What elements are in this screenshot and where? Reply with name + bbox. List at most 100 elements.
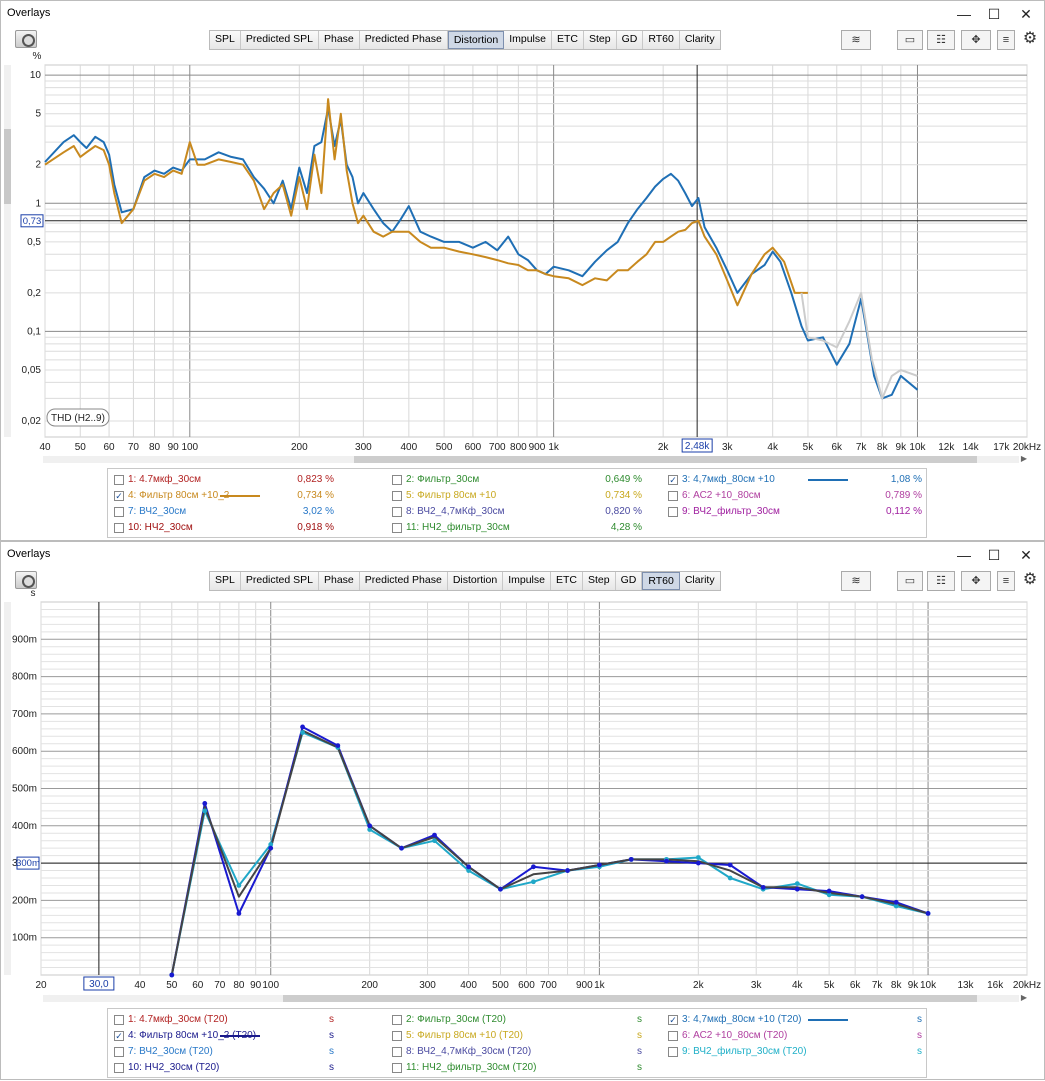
tab-impulse[interactable]: Impulse bbox=[503, 572, 551, 590]
series-line-4-80-10-2[interactable] bbox=[44, 98, 808, 307]
scroll-thumb[interactable] bbox=[354, 456, 977, 463]
data-point[interactable] bbox=[727, 875, 733, 881]
scroll-right-icon[interactable]: ▶ bbox=[1020, 454, 1027, 463]
tab-gd[interactable]: GD bbox=[615, 572, 643, 590]
tab-distortion[interactable]: Distortion bbox=[447, 31, 505, 49]
data-point[interactable] bbox=[432, 832, 437, 838]
legend-item[interactable]: 7: ВЧ2_30см 3,02 % bbox=[114, 504, 334, 520]
legend-item[interactable]: 2: Фильтр_30см (T20) s bbox=[392, 1012, 642, 1028]
data-point[interactable] bbox=[893, 899, 899, 905]
checkbox-icon[interactable] bbox=[392, 507, 402, 517]
legend-item[interactable]: ✓ 4: Фильтр 80см +10_2 (T20) s bbox=[114, 1028, 334, 1044]
tab-spl[interactable]: SPL bbox=[210, 572, 241, 590]
data-point[interactable] bbox=[367, 823, 373, 829]
maximize-icon[interactable]: ☐ bbox=[987, 547, 1001, 563]
data-point[interactable] bbox=[794, 886, 800, 892]
data-point[interactable] bbox=[826, 892, 832, 898]
data-point[interactable] bbox=[236, 883, 242, 888]
data-point[interactable] bbox=[367, 827, 373, 832]
single-panel-icon[interactable]: ▭ bbox=[897, 30, 923, 50]
data-point[interactable] bbox=[466, 868, 472, 873]
data-point[interactable] bbox=[531, 864, 536, 870]
tab-predicted-phase[interactable]: Predicted Phase bbox=[359, 572, 448, 590]
data-point[interactable] bbox=[695, 855, 701, 860]
data-point[interactable] bbox=[565, 868, 570, 873]
tab-distortion[interactable]: Distortion bbox=[447, 572, 504, 590]
legend-item[interactable]: ✓ 4: Фильтр 80см +10_2 0,734 % bbox=[114, 488, 334, 504]
vertical-scroll-thumb[interactable] bbox=[4, 129, 11, 204]
data-point[interactable] bbox=[893, 903, 899, 909]
overlay-options-icon[interactable]: ≋ bbox=[841, 30, 871, 50]
legend-item[interactable]: ✓ 3: 4,7мкф_80см +10 1,08 % bbox=[668, 472, 922, 488]
series-line-avg[interactable] bbox=[170, 729, 929, 976]
tab-rt60[interactable]: RT60 bbox=[642, 572, 680, 590]
checkbox-icon[interactable] bbox=[114, 1063, 124, 1073]
data-point[interactable] bbox=[268, 842, 274, 847]
legend-item[interactable]: 5: Фильтр 80см +10 0,734 % bbox=[392, 488, 642, 504]
tab-step[interactable]: Step bbox=[582, 572, 616, 590]
tab-rt60[interactable]: RT60 bbox=[643, 31, 680, 49]
data-point[interactable] bbox=[925, 911, 931, 916]
data-point[interactable] bbox=[531, 879, 536, 885]
close-icon[interactable]: ✕ bbox=[1020, 6, 1032, 22]
checkbox-icon[interactable] bbox=[668, 1047, 678, 1057]
minimize-icon[interactable]: — bbox=[957, 547, 971, 563]
legend-item[interactable]: ✓ 3: 4,7мкф_80см +10 (T20) s bbox=[668, 1012, 922, 1028]
data-point[interactable] bbox=[169, 972, 175, 978]
rt60-chart[interactable]: 100m 200m 300m 400m 500m 600m 700m 800m 900m 20 30… bbox=[1, 542, 1045, 1081]
data-point[interactable] bbox=[432, 838, 437, 844]
tab-predicted-spl[interactable]: Predicted SPL bbox=[240, 31, 319, 49]
tab-phase[interactable]: Phase bbox=[318, 31, 360, 49]
checkbox-icon[interactable] bbox=[114, 1047, 124, 1057]
data-point[interactable] bbox=[202, 801, 208, 806]
checkbox-icon[interactable] bbox=[668, 1031, 678, 1041]
legend-item[interactable]: 6: АС2 +10_80см 0,789 % bbox=[668, 488, 922, 504]
controls-icon[interactable]: ≡ bbox=[997, 30, 1015, 50]
data-point[interactable] bbox=[794, 881, 800, 887]
vertical-scroll-track[interactable] bbox=[4, 602, 11, 975]
data-point[interactable] bbox=[596, 862, 602, 868]
tab-gd[interactable]: GD bbox=[616, 31, 644, 49]
scroll-thumb[interactable] bbox=[283, 995, 977, 1002]
zoom-fit-icon[interactable]: ✥ bbox=[961, 571, 991, 591]
checkbox-icon[interactable] bbox=[392, 523, 402, 533]
horizontal-scrollbar[interactable]: ◀ ▶ bbox=[31, 454, 1031, 464]
controls-icon[interactable]: ≡ bbox=[997, 571, 1015, 591]
legend-item[interactable]: 9: ВЧ2_фильтр_30см 0,112 % bbox=[668, 504, 922, 520]
series-line-grey[interactable] bbox=[800, 291, 918, 400]
legend-item[interactable]: 11: НЧ2_фильтр_30см (T20) s bbox=[392, 1060, 642, 1076]
data-point[interactable] bbox=[628, 856, 634, 862]
data-point[interactable] bbox=[760, 884, 766, 890]
checkbox-checked-icon[interactable]: ✓ bbox=[114, 1031, 124, 1041]
checkbox-icon[interactable] bbox=[392, 1063, 402, 1073]
checkbox-icon[interactable] bbox=[114, 1015, 124, 1025]
columns-icon[interactable]: ☷ bbox=[927, 30, 955, 50]
legend-item[interactable]: 2: Фильтр_30см 0,649 % bbox=[392, 472, 642, 488]
checkbox-checked-icon[interactable]: ✓ bbox=[114, 491, 124, 501]
tab-clarity[interactable]: Clarity bbox=[679, 31, 720, 49]
checkbox-icon[interactable] bbox=[668, 507, 678, 517]
data-point[interactable] bbox=[236, 911, 242, 916]
overlay-options-icon[interactable]: ≋ bbox=[841, 571, 871, 591]
distortion-chart[interactable]: 10 5 2 1 0,5 0,2 0,1 0,05 0,02 40 50 60 70 80 90 100 200… bbox=[1, 1, 1045, 542]
checkbox-icon[interactable] bbox=[392, 1031, 402, 1041]
minimize-icon[interactable]: — bbox=[957, 6, 971, 22]
data-point[interactable] bbox=[498, 886, 503, 892]
legend-item[interactable]: 6: АС2 +10_80см (T20) s bbox=[668, 1028, 922, 1044]
data-point[interactable] bbox=[695, 860, 701, 866]
columns-icon[interactable]: ☷ bbox=[927, 571, 955, 591]
legend-item[interactable]: 7: ВЧ2_30см (T20) s bbox=[114, 1044, 334, 1060]
gear-icon[interactable]: ⚙ bbox=[1022, 571, 1038, 588]
checkbox-icon[interactable] bbox=[392, 475, 402, 485]
horizontal-scrollbar[interactable]: ◀ ▶ bbox=[31, 993, 1031, 1003]
scroll-right-icon[interactable]: ▶ bbox=[1020, 993, 1027, 1002]
tab-predicted-spl[interactable]: Predicted SPL bbox=[240, 572, 319, 590]
plot-area[interactable] bbox=[44, 64, 1028, 438]
camera-icon[interactable] bbox=[15, 30, 37, 48]
tab-phase[interactable]: Phase bbox=[318, 572, 360, 590]
legend-item[interactable]: 10: НЧ2_30см 0,918 % bbox=[114, 520, 334, 536]
tab-impulse[interactable]: Impulse bbox=[504, 31, 552, 49]
camera-icon[interactable] bbox=[15, 571, 37, 589]
close-icon[interactable]: ✕ bbox=[1020, 547, 1032, 563]
data-point[interactable] bbox=[466, 864, 472, 870]
